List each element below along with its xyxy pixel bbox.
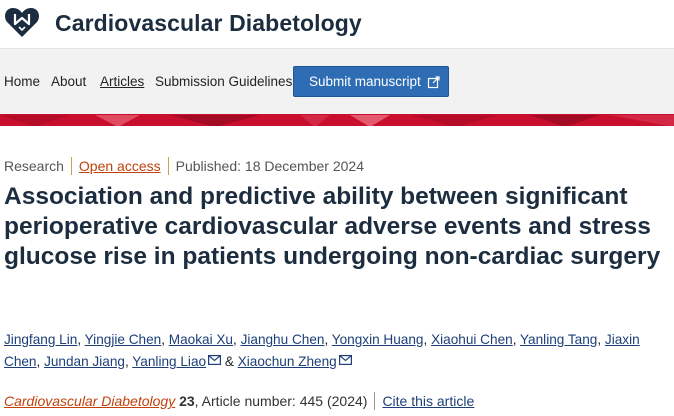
meta-divider: [167, 157, 169, 175]
nav-about[interactable]: About: [51, 74, 87, 89]
author-list: Jingfang Lin, Yingjie Chen, Maokai Xu, J…: [4, 332, 640, 369]
submit-manuscript-button[interactable]: Submit manuscript: [293, 66, 449, 97]
submit-manuscript-label: Submit manuscript: [309, 74, 421, 89]
citation-article-number: , Article number: 445 (2024): [194, 393, 368, 409]
author-link[interactable]: Jundan Jiang: [44, 354, 125, 369]
nav-submission-guidelines[interactable]: Submission Guidelines: [155, 74, 293, 89]
author-link[interactable]: Yingjie Chen: [84, 332, 162, 347]
author-link[interactable]: Jingfang Lin: [4, 332, 78, 347]
author-link[interactable]: Jiaxin Chen: [4, 332, 640, 369]
site-header: Cardiovascular Diabetology: [0, 0, 674, 48]
envelope-icon[interactable]: [208, 355, 222, 365]
author-link[interactable]: Yanling Liao: [132, 354, 207, 369]
author-link[interactable]: Maokai Xu: [168, 332, 233, 347]
citation-line: Cardiovascular Diabetology 23, Article n…: [4, 392, 474, 410]
journal-banner: [0, 114, 674, 126]
article-meta: Research Open access Published: 18 Decembe…: [4, 157, 364, 175]
author-link[interactable]: Xiaochun Zheng: [237, 354, 337, 369]
article-type: Research: [4, 158, 64, 174]
author-link[interactable]: Yongxin Huang: [331, 332, 424, 347]
banner-pattern: [0, 115, 674, 126]
journal-title[interactable]: Cardiovascular Diabetology: [55, 10, 362, 36]
author-link[interactable]: Xiaohui Chen: [431, 332, 513, 347]
author-link[interactable]: Jianghu Chen: [240, 332, 325, 347]
heart-logo-icon[interactable]: [4, 4, 40, 40]
author-link[interactable]: Yanling Tang: [520, 332, 598, 347]
nav-home[interactable]: Home: [4, 74, 41, 89]
published-date: Published: 18 December 2024: [175, 158, 364, 174]
main-nav: Home About Articles Submission Guideline…: [0, 48, 674, 115]
citation-volume: 23: [179, 393, 195, 409]
author-joiner: &: [224, 354, 234, 369]
meta-divider: [70, 157, 72, 175]
nav-articles[interactable]: Articles: [100, 74, 145, 89]
article-title: Association and predictive ability betwe…: [4, 183, 661, 270]
cite-this-article-link[interactable]: Cite this article: [382, 393, 475, 409]
external-link-icon: [427, 75, 440, 88]
open-access-link[interactable]: Open access: [78, 158, 161, 174]
citation-journal-link[interactable]: Cardiovascular Diabetology: [4, 393, 176, 409]
meta-divider: [374, 392, 376, 410]
envelope-icon[interactable]: [338, 355, 352, 365]
